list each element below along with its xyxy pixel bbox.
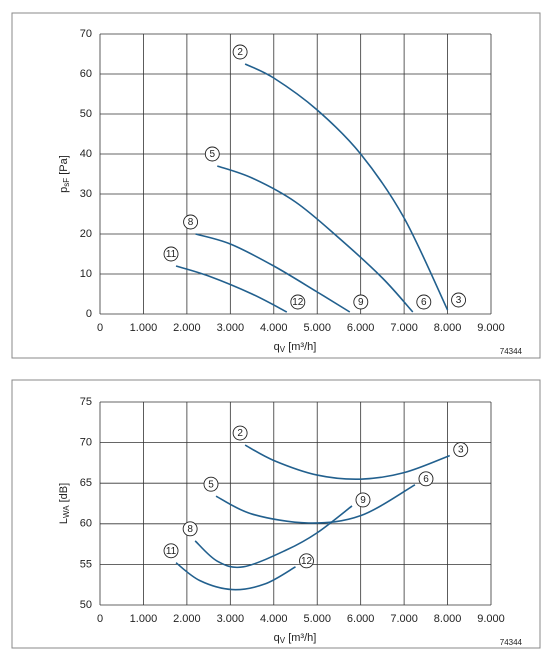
curve xyxy=(194,505,353,569)
curve-label: 5 xyxy=(208,479,214,490)
curve-end-label-circle xyxy=(416,294,432,310)
x-tick-label: 8.000 xyxy=(434,322,462,334)
y-axis-title-main: L xyxy=(58,518,70,524)
y-tick-label: 50 xyxy=(80,599,92,611)
curve-label: 8 xyxy=(188,217,194,228)
x-axis-title: qV [m³/h] xyxy=(274,632,317,645)
x-tick-label: 4.000 xyxy=(260,322,288,334)
y-axis-title: psF [Pa] xyxy=(58,155,71,193)
curve xyxy=(175,265,288,313)
curve-end-label-circle xyxy=(353,294,369,310)
curve xyxy=(244,63,449,311)
y-tick-label: 60 xyxy=(80,518,92,530)
curve-label: 8 xyxy=(187,524,193,535)
x-axis-title-unit: [m³/h] xyxy=(285,632,316,644)
x-tick-label: 1.000 xyxy=(130,322,158,334)
curve-label: 2 xyxy=(237,47,243,58)
curve-end-label: 9 xyxy=(360,495,366,506)
y-tick-label: 70 xyxy=(80,437,92,449)
curve xyxy=(195,233,351,313)
curve-end-label-circle xyxy=(355,492,371,508)
curve-end-label: 12 xyxy=(292,297,304,308)
figure-note: 74344 xyxy=(500,638,523,647)
x-tick-label: 4.000 xyxy=(260,613,288,625)
curve-end-label-circle xyxy=(451,292,467,308)
y-tick-label: 60 xyxy=(80,68,92,80)
curve-end-label-circle xyxy=(290,294,306,310)
y-tick-label: 70 xyxy=(80,28,92,40)
x-tick-label: 8.000 xyxy=(434,613,462,625)
curve-end-label: 3 xyxy=(458,445,464,456)
x-tick-label: 0 xyxy=(97,613,103,625)
x-tick-label: 2.000 xyxy=(173,613,201,625)
curve xyxy=(217,165,414,313)
curve-end-label: 6 xyxy=(421,297,427,308)
y-axis-title-sub: sF xyxy=(62,178,71,187)
curve-end-label: 3 xyxy=(456,295,462,306)
curve-label-circle xyxy=(232,44,248,60)
y-tick-label: 0 xyxy=(86,308,92,320)
y-tick-label: 10 xyxy=(80,268,92,280)
x-tick-label: 6.000 xyxy=(347,322,375,334)
curve-end-label: 6 xyxy=(423,474,429,485)
y-tick-label: 50 xyxy=(80,108,92,120)
x-tick-label: 0 xyxy=(97,322,103,334)
x-tick-label: 5.000 xyxy=(303,613,331,625)
curve-label-circle xyxy=(163,246,179,262)
y-axis-title: LWA [dB] xyxy=(58,483,71,524)
x-tick-label: 6.000 xyxy=(347,613,375,625)
x-tick-label: 9.000 xyxy=(477,613,505,625)
x-tick-label: 7.000 xyxy=(390,322,418,334)
curve-label: 2 xyxy=(237,428,243,439)
panel-frame xyxy=(11,379,541,649)
y-tick-label: 65 xyxy=(80,477,92,489)
y-axis-title-unit: [Pa] xyxy=(58,155,70,178)
x-tick-label: 9.000 xyxy=(477,322,505,334)
x-axis-title-sub: V xyxy=(280,636,286,645)
curve-end-label-circle xyxy=(299,553,314,569)
x-tick-label: 3.000 xyxy=(217,613,245,625)
curve-label-circle xyxy=(182,521,198,537)
curve xyxy=(244,444,451,481)
x-axis-title-unit: [m³/h] xyxy=(285,341,316,353)
x-axis-title-sub: V xyxy=(280,345,286,354)
curve-label: 11 xyxy=(166,546,177,557)
y-tick-label: 20 xyxy=(80,228,92,240)
panel-frame xyxy=(11,12,541,359)
curve-label-circle xyxy=(163,543,179,559)
x-tick-label: 3.000 xyxy=(217,322,245,334)
y-axis-title-sub: WA xyxy=(62,505,71,518)
x-axis-title: qV [m³/h] xyxy=(274,341,317,354)
curve-label-circle xyxy=(203,476,219,492)
curve-label-circle xyxy=(232,425,248,441)
x-axis-title-main: q xyxy=(274,341,280,353)
curve xyxy=(215,484,416,524)
x-tick-label: 7.000 xyxy=(390,613,418,625)
y-tick-label: 30 xyxy=(80,188,92,200)
curve-label-circle xyxy=(183,214,199,230)
y-axis-title-main: p xyxy=(58,187,70,193)
curve-end-label-circle xyxy=(453,442,469,458)
curve xyxy=(175,562,296,591)
curve-label-circle xyxy=(204,146,220,162)
y-tick-label: 75 xyxy=(80,396,92,408)
y-axis-title-unit: [dB] xyxy=(58,483,70,506)
x-axis-title-main: q xyxy=(274,632,280,644)
y-tick-label: 55 xyxy=(80,558,92,570)
x-tick-label: 1.000 xyxy=(130,613,158,625)
x-tick-label: 5.000 xyxy=(303,322,331,334)
y-tick-label: 40 xyxy=(80,148,92,160)
curve-end-label-circle xyxy=(418,471,434,487)
x-tick-label: 2.000 xyxy=(173,322,201,334)
curve-label: 5 xyxy=(210,149,216,160)
curve-end-label: 9 xyxy=(358,297,364,308)
curve-label: 11 xyxy=(166,249,177,260)
curve-end-label: 12 xyxy=(301,556,313,567)
figure-note: 74344 xyxy=(500,347,523,356)
